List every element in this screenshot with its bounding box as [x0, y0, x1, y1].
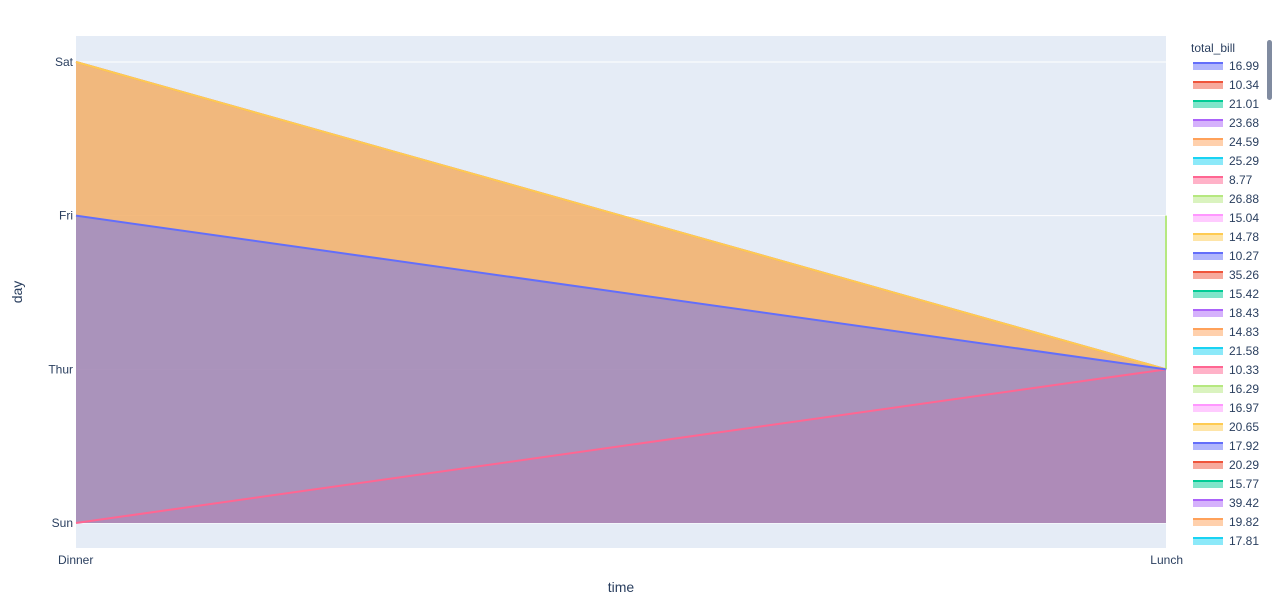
legend-label: 24.59: [1229, 135, 1259, 149]
legend-swatch: [1193, 499, 1223, 507]
legend-label: 26.88: [1229, 192, 1259, 206]
x-tick-dinner: Dinner: [58, 553, 93, 567]
y-axis-title: day: [9, 281, 25, 304]
legend-label: 16.99: [1229, 59, 1259, 73]
legend-swatch: [1193, 157, 1223, 165]
x-axis-title: time: [608, 579, 635, 595]
y-tick-sun: Sun: [52, 516, 73, 530]
legend-item-21.01[interactable]: 21.01: [1193, 97, 1259, 111]
legend-item-15.77[interactable]: 15.77: [1193, 477, 1259, 491]
legend-label: 10.27: [1229, 249, 1259, 263]
legend-item-24.59[interactable]: 24.59: [1193, 135, 1259, 149]
legend-label: 20.65: [1229, 420, 1259, 434]
legend-item-18.43[interactable]: 18.43: [1193, 306, 1259, 320]
legend-item-19.82[interactable]: 19.82: [1193, 515, 1259, 529]
legend-swatch: [1193, 385, 1223, 393]
legend-swatch: [1193, 347, 1223, 355]
line-traces: [75, 61, 1167, 524]
legend-item-17.81[interactable]: 17.81: [1193, 534, 1259, 548]
legend-item-16.29[interactable]: 16.29: [1193, 382, 1259, 396]
legend-item-14.83[interactable]: 14.83: [1193, 325, 1259, 339]
legend-item-39.42[interactable]: 39.42: [1193, 496, 1259, 510]
legend-label: 16.29: [1229, 382, 1259, 396]
legend-swatch: [1193, 176, 1223, 184]
legend-scrollbar[interactable]: [1267, 40, 1272, 100]
legend-label: 14.78: [1229, 230, 1259, 244]
legend-label: 35.26: [1229, 268, 1259, 282]
area-10.27: [76, 215, 1166, 523]
legend-swatch: [1193, 195, 1223, 203]
legend-swatch: [1193, 271, 1223, 279]
legend-item-26.88[interactable]: 26.88: [1193, 192, 1259, 206]
y-tick-labels: Sun Thur Fri Sat: [48, 55, 73, 530]
legend-label: 21.01: [1229, 97, 1259, 111]
legend-swatch: [1193, 328, 1223, 336]
series-line-14.78: [75, 61, 1167, 371]
legend-item-21.58[interactable]: 21.58: [1193, 344, 1259, 358]
legend-item-10.27[interactable]: 10.27: [1193, 249, 1259, 263]
legend-item-10.34[interactable]: 10.34: [1193, 78, 1259, 92]
legend-label: 18.43: [1229, 306, 1259, 320]
legend-label: 39.42: [1229, 496, 1259, 510]
legend-swatch: [1193, 233, 1223, 241]
legend-label: 8.77: [1229, 173, 1253, 187]
legend-item-20.65[interactable]: 20.65: [1193, 420, 1259, 434]
legend-item-25.29[interactable]: 25.29: [1193, 154, 1259, 168]
x-tick-lunch: Lunch: [1150, 553, 1183, 567]
legend-title: total_bill: [1191, 41, 1235, 55]
x-tick-labels: Dinner Lunch: [58, 553, 1183, 567]
series-line-8.77: [75, 368, 1167, 524]
legend-item-8.77[interactable]: 8.77: [1193, 173, 1253, 187]
legend-label: 16.97: [1229, 401, 1259, 415]
legend-label: 23.68: [1229, 116, 1259, 130]
legend-item-15.42[interactable]: 15.42: [1193, 287, 1259, 301]
legend-swatch: [1193, 518, 1223, 526]
legend-label: 19.82: [1229, 515, 1259, 529]
y-tick-thur: Thur: [48, 362, 73, 376]
legend-swatch: [1193, 81, 1223, 89]
legend-item-35.26[interactable]: 35.26: [1193, 268, 1259, 282]
legend-label: 21.58: [1229, 344, 1259, 358]
legend-item-17.92[interactable]: 17.92: [1193, 439, 1259, 453]
legend-swatch: [1193, 290, 1223, 298]
legend-swatch: [1193, 138, 1223, 146]
legend-label: 15.04: [1229, 211, 1259, 225]
legend-item-16.97[interactable]: 16.97: [1193, 401, 1259, 415]
legend-items[interactable]: 16.99 10.34 21.01 23.68 24.59 25.29 8.77 26.88 1…: [1193, 59, 1259, 548]
legend-swatch: [1193, 214, 1223, 222]
y-tick-sat: Sat: [55, 55, 74, 69]
legend-item-23.68[interactable]: 23.68: [1193, 116, 1259, 130]
legend-swatch: [1193, 442, 1223, 450]
y-tick-fri: Fri: [59, 209, 73, 223]
legend-label: 20.29: [1229, 458, 1259, 472]
legend-item-20.29[interactable]: 20.29: [1193, 458, 1259, 472]
legend-swatch: [1193, 480, 1223, 488]
legend-item-10.33[interactable]: 10.33: [1193, 363, 1259, 377]
legend-label: 17.92: [1229, 439, 1259, 453]
legend-label: 25.29: [1229, 154, 1259, 168]
legend-label: 14.83: [1229, 325, 1259, 339]
legend-label: 15.77: [1229, 477, 1259, 491]
legend-swatch: [1193, 404, 1223, 412]
legend-label: 10.33: [1229, 363, 1259, 377]
legend-swatch: [1193, 461, 1223, 469]
legend-swatch: [1193, 100, 1223, 108]
legend-swatch: [1193, 366, 1223, 374]
legend-label: 10.34: [1229, 78, 1259, 92]
legend-label: 15.42: [1229, 287, 1259, 301]
legend-item-14.78[interactable]: 14.78: [1193, 230, 1259, 244]
legend-swatch: [1193, 309, 1223, 317]
legend-swatch: [1193, 537, 1223, 545]
legend-item-16.99[interactable]: 16.99: [1193, 59, 1259, 73]
legend-label: 17.81: [1229, 534, 1259, 548]
legend-swatch: [1193, 119, 1223, 127]
legend-swatch: [1193, 252, 1223, 260]
legend[interactable]: total_bill 16.99 10.34 21.01 23.68 24.59 25.2…: [1191, 41, 1259, 548]
legend-item-15.04[interactable]: 15.04: [1193, 211, 1259, 225]
legend-swatch: [1193, 423, 1223, 431]
series-line-10.27: [75, 214, 1167, 371]
legend-swatch: [1193, 62, 1223, 70]
